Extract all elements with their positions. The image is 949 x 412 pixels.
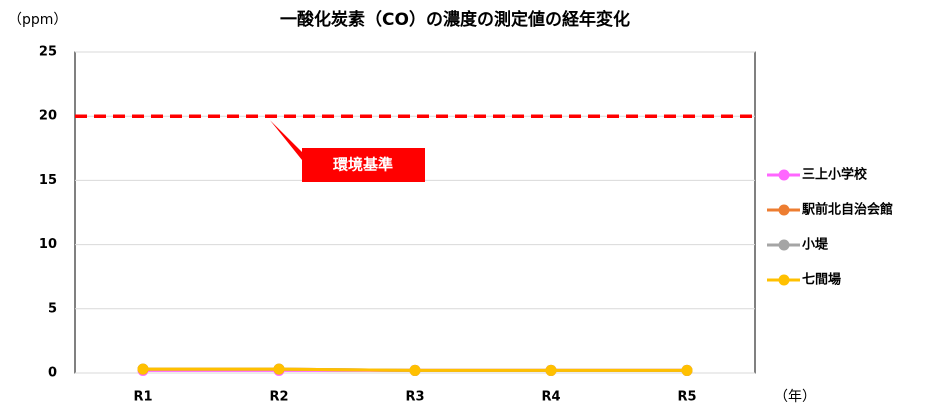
legend-marker xyxy=(778,204,790,216)
point xyxy=(137,363,149,375)
y-tick-label: 5 xyxy=(48,301,57,316)
legend-marker xyxy=(778,274,790,286)
x-tick-label: R1 xyxy=(133,390,152,405)
legend-label: 三上小学校 xyxy=(802,167,868,183)
x-tick-label: R2 xyxy=(269,390,288,405)
y-unit: （ppm） xyxy=(8,12,67,28)
legend-marker xyxy=(778,169,790,181)
legend-label: 七間場 xyxy=(802,272,841,288)
x-tick-label: R3 xyxy=(405,390,424,405)
y-tick-label: 10 xyxy=(39,237,57,252)
point xyxy=(545,364,557,376)
x-tick-label: R4 xyxy=(541,390,560,405)
point xyxy=(273,363,285,375)
point xyxy=(409,364,421,376)
legend-marker xyxy=(778,239,790,251)
y-tick-label: 0 xyxy=(48,366,57,381)
annotation-label: 環境基準 xyxy=(333,156,393,174)
x-tick-label: R5 xyxy=(677,390,696,405)
annotation-box xyxy=(270,120,425,182)
x-unit: （年） xyxy=(774,389,816,405)
legend-label: 小堤 xyxy=(802,237,829,253)
y-tick-label: 25 xyxy=(39,45,57,60)
point xyxy=(681,364,693,376)
plot-area xyxy=(74,51,756,374)
chart-title: 一酸化炭素（CO）の濃度の測定値の経年変化 xyxy=(280,9,630,30)
legend-label: 駅前北自治会館 xyxy=(801,202,893,218)
y-tick-label: 15 xyxy=(39,173,57,188)
y-tick-label: 20 xyxy=(39,109,57,124)
